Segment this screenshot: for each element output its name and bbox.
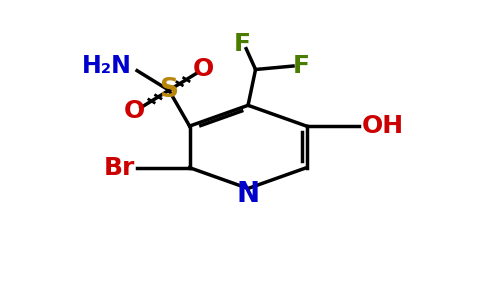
Text: Br: Br: [104, 156, 135, 180]
Text: OH: OH: [362, 114, 404, 138]
Text: O: O: [193, 58, 214, 82]
Text: F: F: [234, 32, 251, 56]
Text: H₂N: H₂N: [82, 54, 132, 78]
Text: F: F: [293, 54, 310, 78]
Text: S: S: [159, 77, 179, 103]
Text: N: N: [237, 180, 259, 208]
Text: O: O: [123, 99, 145, 123]
